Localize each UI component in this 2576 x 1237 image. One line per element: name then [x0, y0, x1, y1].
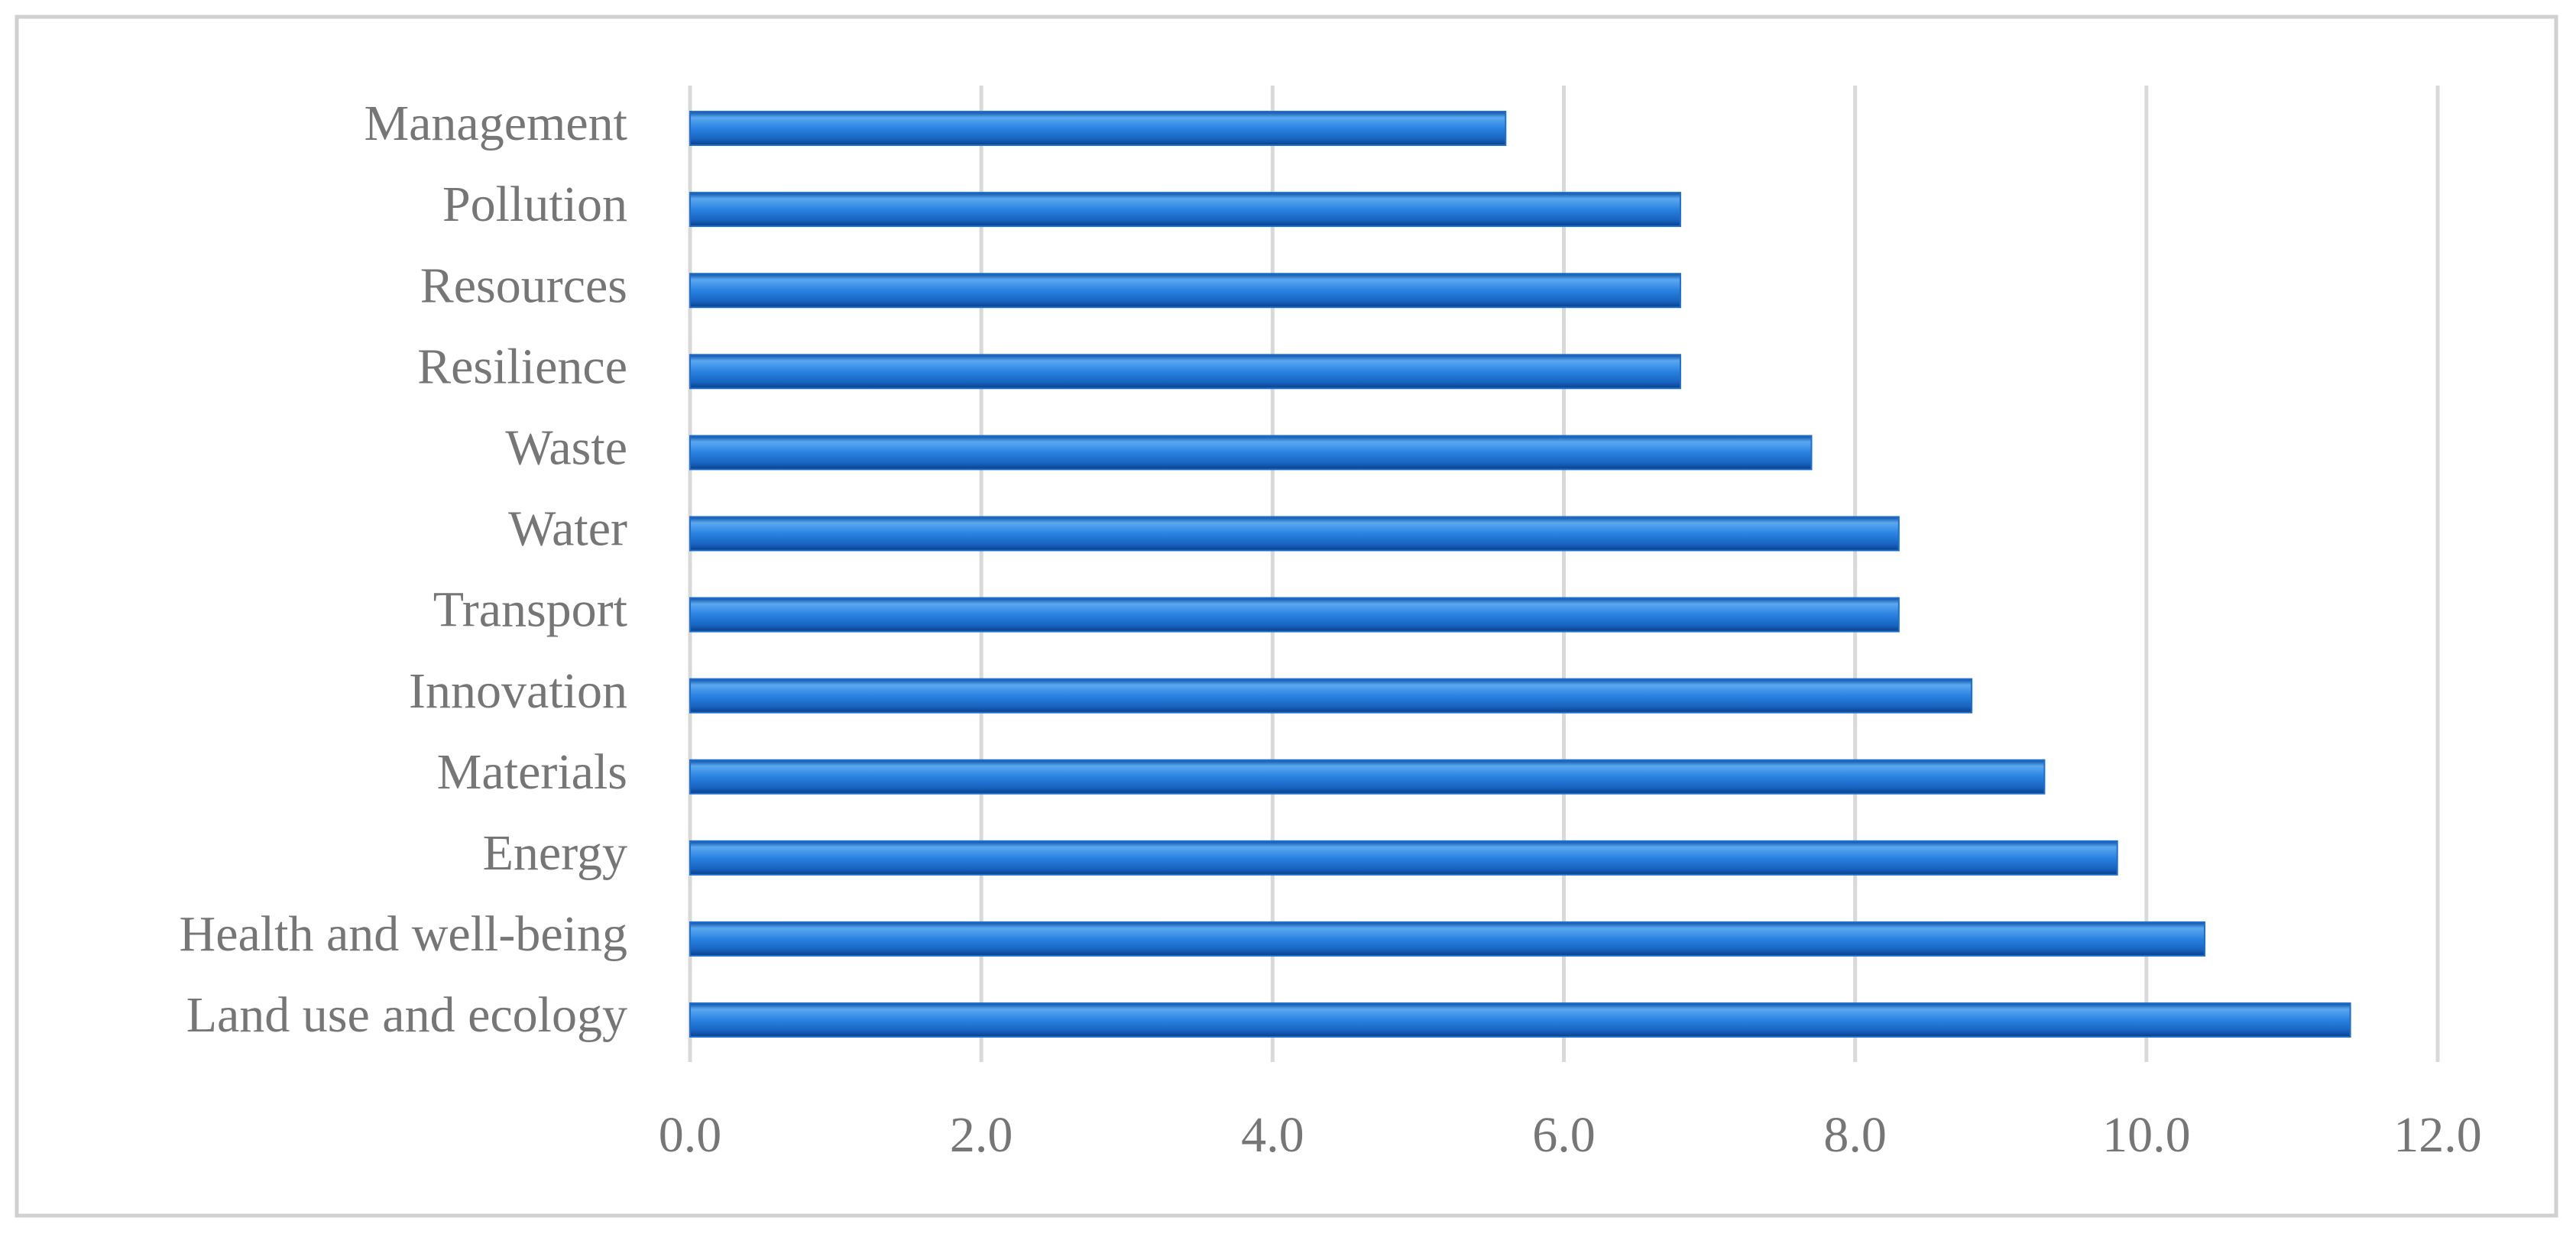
bar [689, 921, 2206, 957]
bar [689, 516, 1900, 552]
y-tick-label: Land use and ecology [186, 987, 627, 1043]
x-tick-label: 6.0 [1532, 1107, 1596, 1163]
y-tick-label: Water [508, 501, 627, 557]
bar [689, 111, 1507, 146]
bar [689, 759, 2046, 795]
y-tick-label: Resources [420, 257, 627, 313]
y-tick-label: Energy [483, 825, 627, 881]
y-tick-label: Resilience [417, 338, 627, 394]
bar [689, 273, 1681, 309]
chart-frame [15, 15, 2558, 1218]
y-tick-label: Management [364, 96, 627, 151]
x-tick-label: 4.0 [1241, 1107, 1304, 1163]
bar [689, 678, 1973, 714]
bar [689, 435, 1813, 471]
y-tick-label: Waste [505, 420, 627, 476]
y-tick-label: Transport [433, 582, 627, 638]
grid: 0.0 2.0 4.0 6.0 8.0 10.0 12.0 [659, 86, 2482, 1163]
x-tick-label: 2.0 [950, 1107, 1013, 1163]
x-tick-label: 10.0 [2102, 1107, 2191, 1163]
y-tick-label: Health and well-being [180, 906, 627, 962]
bar [689, 1002, 2351, 1038]
bar [689, 354, 1681, 390]
bars: Management Pollution Resources Resilience Wa… [180, 96, 2351, 1043]
y-tick-label: Pollution [442, 176, 627, 232]
x-tick-label: 8.0 [1823, 1107, 1887, 1163]
y-tick-label: Innovation [409, 663, 627, 719]
x-tick-label: 12.0 [2393, 1107, 2482, 1163]
bar [689, 840, 2118, 876]
x-tick-label: 0.0 [659, 1107, 722, 1163]
y-tick-label: Materials [437, 744, 627, 800]
bar [689, 192, 1681, 228]
bar [689, 597, 1900, 633]
